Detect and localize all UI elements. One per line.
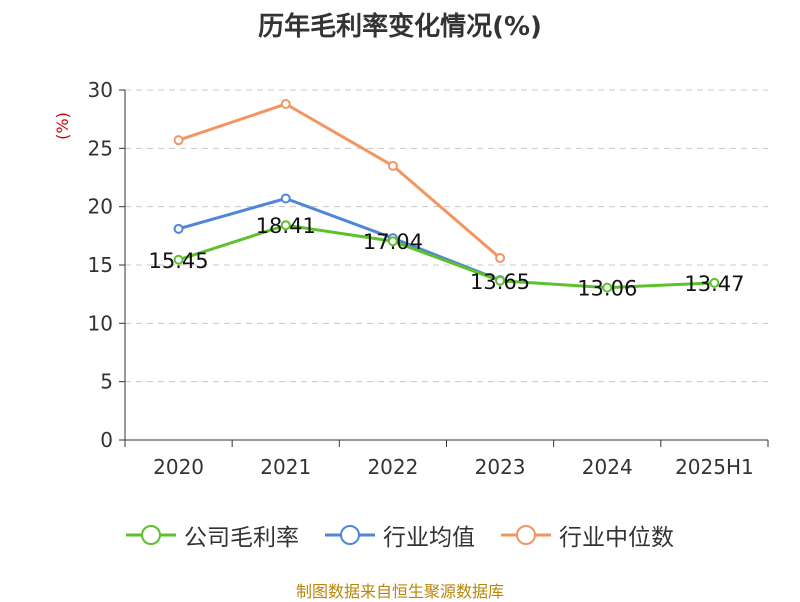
- y-tick-label-15: 15: [88, 253, 113, 277]
- legend-swatch-1: [325, 525, 375, 545]
- data-label-2020: 15.45: [149, 249, 209, 273]
- legend: 公司毛利率 行业均值 行业中位数: [0, 518, 800, 552]
- y-axis-label: (%): [53, 112, 72, 140]
- point-s0-2025H1: [709, 277, 720, 288]
- chart-title: 历年毛利率变化情况(%): [258, 12, 542, 42]
- x-tick-label-2022: 2022: [367, 455, 418, 479]
- point-s2-2023: [495, 253, 506, 263]
- axes: 0 5 10 15 20 25 30 2020 2021 2022 2023 2024 2025H1: [88, 78, 769, 479]
- point-s1-2020: [173, 223, 184, 234]
- source-note: 制图数据来自恒生聚源数据库: [295, 582, 504, 601]
- x-tick-label-2024: 2024: [582, 455, 633, 479]
- y-tick-label-0: 0: [100, 428, 113, 452]
- point-s2-2021: [280, 99, 291, 109]
- data-labels: 15.45 18.41 17.04 13.65 13.06 13.47: [149, 214, 745, 300]
- grid-lines: [125, 89, 768, 383]
- data-label-2024: 13.06: [577, 277, 637, 301]
- point-s1-2021: [280, 193, 291, 204]
- point-s2-2022: [387, 160, 398, 171]
- legend-label-1: 行业均值: [383, 525, 475, 551]
- point-s0-2021: [280, 220, 291, 231]
- legend-label-2: 行业中位数: [559, 525, 674, 551]
- x-tick-label-2025H1: 2025H1: [675, 455, 754, 479]
- legend-swatch-0: [126, 525, 176, 545]
- point-s0-2023: [495, 275, 506, 286]
- point-s2-2020: [173, 135, 184, 146]
- point-s0-2022: [387, 236, 398, 247]
- y-tick-label-20: 20: [88, 195, 113, 219]
- data-label-2025H1: 13.47: [684, 272, 744, 296]
- x-tick-label-2020: 2020: [153, 455, 204, 479]
- legend-item-1[interactable]: 行业均值: [325, 518, 475, 552]
- series-line-0: [178, 223, 715, 290]
- y-tick-label-30: 30: [88, 78, 113, 102]
- point-s0-2024: [602, 282, 613, 293]
- legend-label-0: 公司毛利率: [184, 525, 299, 551]
- data-label-2021: 18.41: [256, 214, 316, 238]
- data-label-2022: 17.04: [363, 230, 423, 254]
- legend-item-0[interactable]: 公司毛利率: [126, 518, 299, 552]
- y-tick-label-10: 10: [88, 311, 113, 335]
- x-tick-label-2023: 2023: [475, 455, 526, 479]
- series-line-2: [178, 102, 502, 260]
- point-s0-2020: [173, 254, 184, 265]
- series-line-1: [178, 197, 501, 282]
- legend-swatch-2: [501, 525, 551, 545]
- legend-item-2[interactable]: 行业中位数: [501, 518, 674, 552]
- x-tick-label-2021: 2021: [260, 455, 311, 479]
- y-tick-label-5: 5: [100, 370, 113, 394]
- series-lines: [173, 99, 720, 293]
- data-label-2023: 13.65: [470, 270, 530, 294]
- y-tick-label-25: 25: [88, 136, 113, 160]
